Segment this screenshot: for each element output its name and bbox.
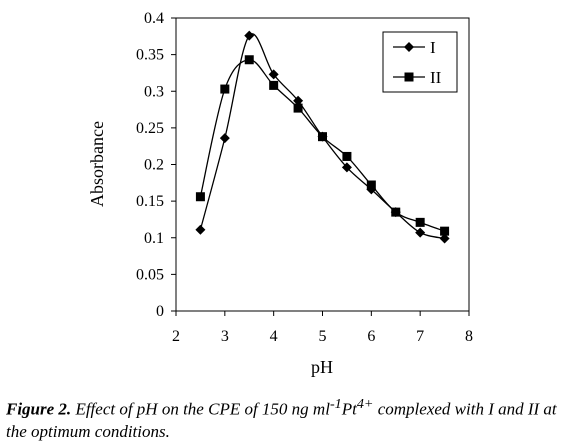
x-tick-label: 8 (465, 328, 473, 345)
y-tick-label: 0.35 (136, 47, 164, 64)
caption-text: Effect of pH on the CPE of 150 ng ml (71, 399, 330, 419)
chart: 0 0.05 0.1 0.15 0.2 0.25 0.3 0.35 0.4 2 3 4 5 6 7 8 pH… (87, 10, 473, 377)
data-point-diamond (244, 30, 255, 41)
y-axis-ticks: 0 0.05 0.1 0.15 0.2 0.25 0.3 0.35 0.4 (136, 10, 176, 320)
y-tick-label: 0.05 (136, 266, 164, 283)
x-tick-label: 7 (416, 328, 424, 345)
data-point-square (366, 180, 376, 190)
legend-box (382, 31, 458, 93)
caption-lead: Figure 2. (6, 399, 72, 419)
data-point-square (440, 226, 450, 236)
x-tick-label: 4 (270, 328, 278, 345)
data-point-square (318, 132, 327, 142)
y-tick-label: 0.1 (144, 230, 164, 247)
data-point-diamond (219, 133, 230, 144)
series-group (195, 30, 450, 244)
data-point-diamond (415, 227, 426, 238)
x-tick-label: 5 (319, 328, 327, 345)
series-II (195, 55, 450, 236)
y-tick-label: 0.2 (144, 157, 164, 174)
figure-caption: Figure 2. Effect of pH on the CPE of 150… (6, 393, 562, 443)
legend-marker-diamond (404, 42, 414, 52)
caption-tail: complexed with I and II at the optimum c… (6, 399, 557, 441)
data-point-square (195, 192, 205, 202)
data-point-square (244, 55, 254, 65)
data-point-diamond (268, 69, 279, 80)
x-tick-label: 2 (172, 328, 180, 345)
x-axis-title: pH (311, 357, 333, 377)
caption-sup-charge: 4+ (356, 396, 374, 412)
y-axis-title: Absorbance (87, 121, 107, 207)
data-point-square (293, 103, 303, 113)
x-tick-label: 6 (367, 328, 375, 345)
legend-label: II (430, 68, 442, 87)
data-point-square (220, 84, 230, 94)
legend-label: I (430, 38, 436, 57)
data-point-square (415, 217, 425, 227)
data-point-square (269, 80, 279, 90)
data-point-diamond (195, 224, 206, 235)
y-tick-label: 0.4 (144, 10, 164, 27)
data-point-diamond (341, 162, 352, 173)
y-tick-label: 0.3 (144, 83, 164, 100)
y-tick-label: 0.25 (136, 120, 164, 137)
data-point-diamond (439, 233, 450, 244)
x-axis-ticks: 2 3 4 5 6 7 8 (172, 311, 473, 345)
data-point-square (342, 151, 352, 161)
x-tick-label: 3 (221, 328, 229, 345)
caption-mid: Pt (341, 399, 357, 419)
data-point-diamond (293, 95, 304, 106)
data-point-square (391, 207, 401, 217)
y-tick-label: 0.15 (136, 193, 164, 210)
legend: III (382, 31, 458, 93)
legend-marker-square (404, 72, 414, 82)
caption-sup-unit: -1 (329, 396, 342, 412)
y-tick-label: 0 (156, 303, 164, 320)
